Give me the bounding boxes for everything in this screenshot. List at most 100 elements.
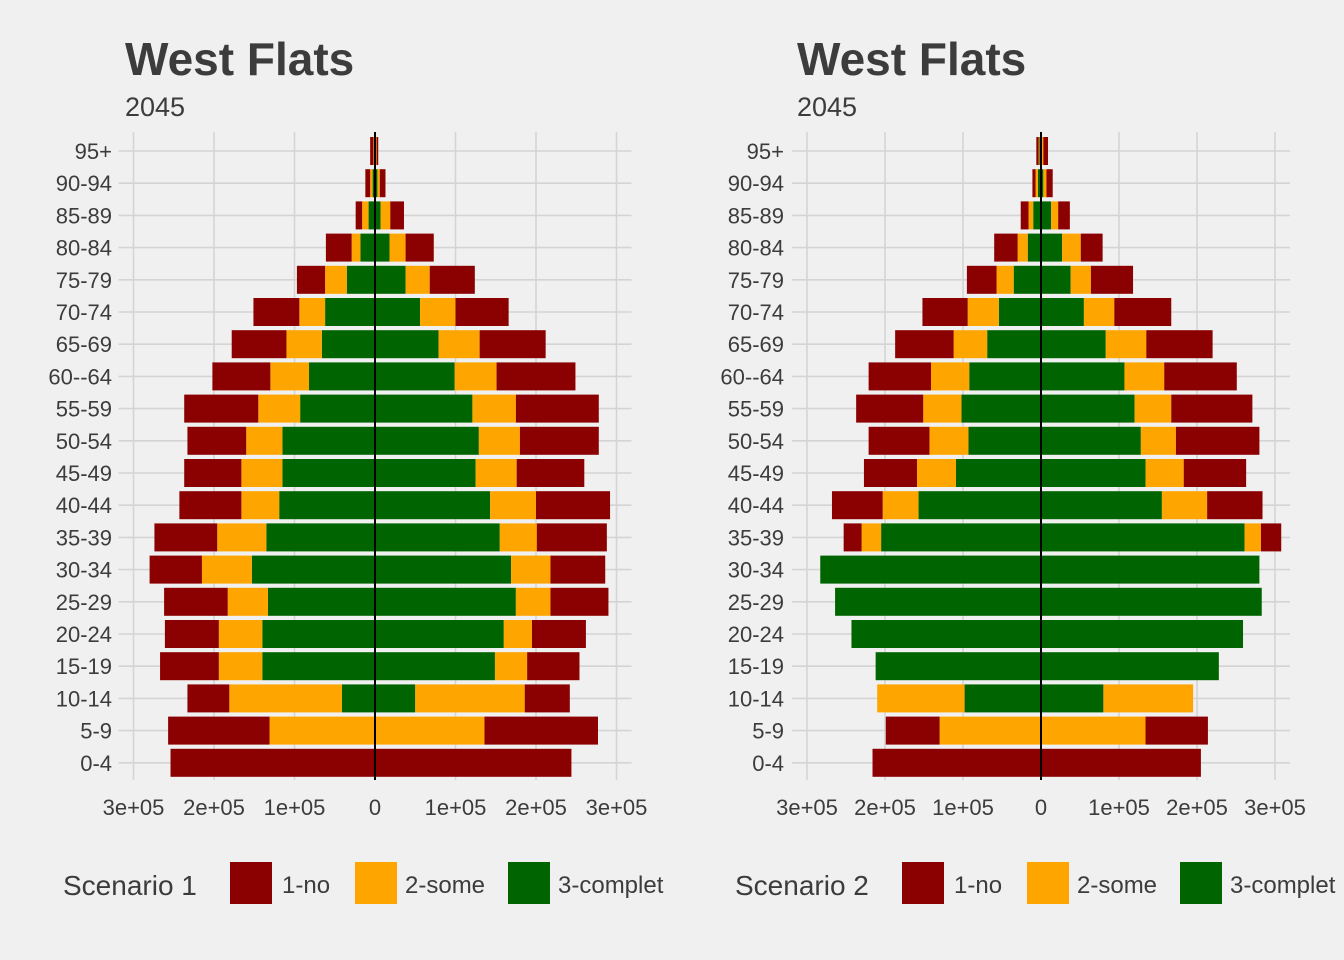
bar-right-2-some [1244,523,1261,552]
bar-right-3-complet [375,362,455,391]
bars [820,132,1282,780]
pyramid-panel-scenario-1: West Flats 2045 95+ 90-94 85-89 80-84 75-79 7… [48,33,664,904]
bar-left-2-some [931,362,970,391]
bar-right-1-no [536,523,607,552]
bar-right-1-no [1164,362,1237,391]
bar-right-3-complet [1041,684,1104,713]
y-tick-label: 80-84 [728,236,784,261]
bar-right-2-some [1051,201,1059,230]
bar-right-2-some [494,652,528,681]
bar-left-3-complet [968,426,1041,455]
x-tick-label: 2e+05 [854,795,916,820]
x-tick-label: 2e+05 [1166,795,1228,820]
bar-left-1-no [868,362,932,391]
y-tick-label: 85-89 [728,203,784,228]
bar-left-2-some [325,265,347,294]
bar-right-2-some [475,459,517,487]
bar-left-1-no [370,137,374,165]
bar-left-3-complet [282,426,375,455]
x-tick-label: 0 [1035,795,1047,820]
y-tick-label: 95+ [747,139,784,164]
bar-right-2-some [503,620,532,648]
bar-left-1-no [843,523,862,552]
bar-right-1-no [496,362,576,391]
bar-right-1-no [455,298,509,326]
bar-left-2-some [201,555,252,584]
bar-right-1-no [1041,748,1201,777]
bar-left-2-some [877,684,965,713]
chart-subtitle: 2045 [797,92,857,122]
bar-right-1-no [1207,491,1263,520]
bar-left-2-some [373,137,375,165]
y-tick-label: 10-14 [56,686,112,711]
bar-left-2-some [241,459,283,487]
bar-left-1-no [179,491,242,520]
bar-left-1-no [164,620,219,648]
x-axis-labels: 3e+05 2e+05 1e+05 0 1e+05 2e+05 3e+05 [103,795,648,820]
bar-right-1-no [390,201,404,230]
legend-swatch-3-complet [1180,862,1222,904]
bar-left-3-complet [251,555,375,584]
bar-right-3-complet [1041,426,1141,455]
y-tick-label: 70-74 [728,300,784,325]
bar-right-1-no [1260,523,1282,552]
bar-right-2-some [438,330,480,359]
y-tick-label: 55-59 [728,397,784,422]
bar-right-1-no [405,233,434,262]
legend-title: Scenario 2 [735,870,869,901]
bar-left-1-no [164,587,228,616]
bar-left-2-some [218,652,263,681]
y-tick-label: 95+ [75,139,112,164]
y-tick-label: 75-79 [56,268,112,293]
bar-right-1-no [1090,265,1134,294]
bar-left-1-no [355,201,363,230]
bar-right-3-complet [375,684,416,713]
bar-left-2-some [967,298,999,326]
bar-right-1-no [516,459,585,487]
bar-right-2-some [454,362,497,391]
bar-left-2-some [362,201,369,230]
x-tick-label: 3e+05 [586,795,648,820]
bar-right-1-no [1114,298,1172,326]
bar-right-3-complet [1041,555,1260,584]
bar-right-1-no [375,748,572,777]
bar-left-2-some [1028,201,1034,230]
bar-right-1-no [379,169,386,198]
bar-right-2-some [1103,684,1194,713]
bar-left-2-some [241,491,280,520]
bar-right-3-complet [1041,265,1071,294]
bar-left-2-some [351,233,361,262]
bar-right-3-complet [1041,330,1106,359]
x-tick-label: 2e+05 [505,795,567,820]
bar-left-1-no [184,394,259,423]
bar-left-1-no [895,330,954,359]
y-tick-label: 40-44 [728,493,784,518]
legend-label-1-no: 1-no [282,872,330,899]
bar-left-1-no [253,298,300,326]
bar-left-1-no [365,169,371,198]
y-tick-label: 35-39 [728,525,784,550]
y-tick-label: 85-89 [56,203,112,228]
pyramid-panel-scenario-2: West Flats 2045 95+ 90-94 85-89 80-84 75-79 7… [720,33,1336,904]
bar-right-3-complet [1041,169,1044,198]
bar-left-3-complet [266,523,375,552]
y-tick-label: 40-44 [56,493,112,518]
bar-right-2-some [1041,716,1146,745]
bar-left-3-complet [875,652,1041,681]
bar-right-3-complet [1041,201,1052,230]
bar-left-3-complet [341,684,375,713]
bar-right-3-complet [1041,652,1219,681]
bar-right-3-complet [375,620,504,648]
y-tick-label: 15-19 [728,654,784,679]
bar-left-3-complet [300,394,375,423]
bar-right-1-no [1058,201,1070,230]
y-axis-labels: 95+ 90-94 85-89 80-84 75-79 70-74 65-69 60--64 5… [720,139,784,776]
x-axis-labels: 3e+05 2e+05 1e+05 0 1e+05 2e+05 3e+05 [776,795,1306,820]
bar-right-2-some [1043,169,1047,198]
y-tick-label: 45-49 [56,461,112,486]
bar-left-2-some [270,362,309,391]
y-tick-label: 55-59 [56,397,112,422]
legend-swatch-2-some [1027,862,1069,904]
bar-right-2-some [490,491,536,520]
bar-right-1-no [550,587,609,616]
